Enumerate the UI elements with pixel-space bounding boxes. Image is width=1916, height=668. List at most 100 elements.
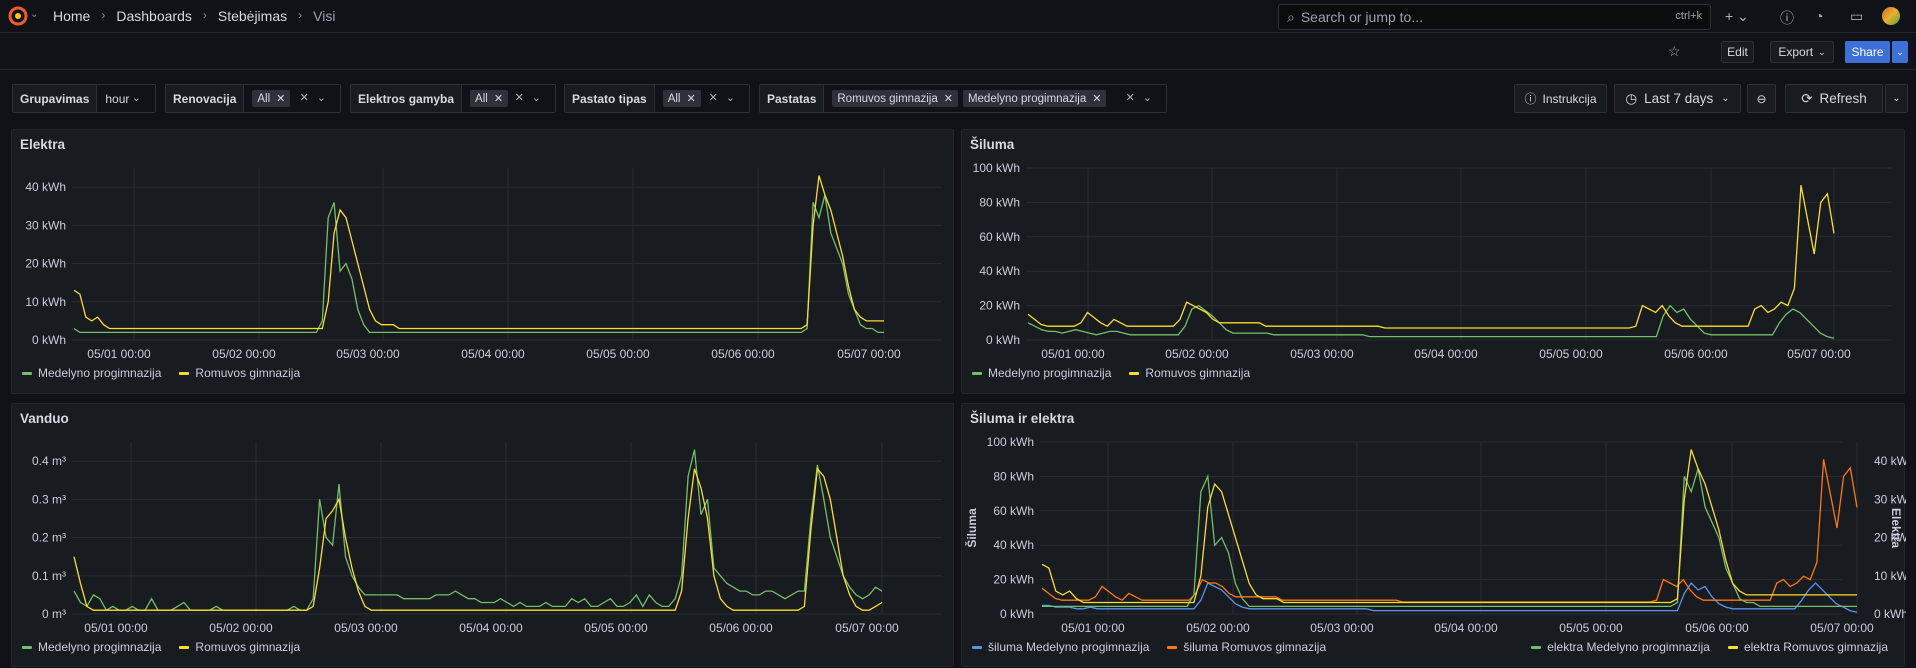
variable-label: Renovacija: [166, 85, 245, 112]
export-label: Export: [1778, 45, 1814, 59]
add-icon[interactable]: + ⌄: [1725, 8, 1749, 24]
legend-item[interactable]: Romuvos gimnazija: [179, 366, 300, 380]
variable-value[interactable]: Romuvos gimnazija ✕ Medelyno progimnazija…: [824, 85, 1166, 112]
close-icon[interactable]: ✕: [943, 93, 953, 105]
legend-item[interactable]: Romuvos gimnazija: [1129, 366, 1250, 380]
x-tick-label: 05/05 00:00: [1559, 621, 1623, 635]
rss-icon[interactable]: ◔: [1815, 8, 1824, 24]
legend-swatch: [179, 645, 190, 649]
variable-renovacija[interactable]: Renovacija All ✕ ✕⌄: [165, 84, 341, 113]
chevron-right-icon: ›: [101, 8, 106, 22]
x-tick-label: 05/06 00:00: [711, 347, 775, 361]
x-tick-label: 05/01 00:00: [1041, 347, 1105, 361]
time-range-picker[interactable]: ◷ Last 7 days ⌄: [1614, 84, 1741, 113]
x-tick-label: 05/03 00:00: [336, 347, 400, 361]
legend-item[interactable]: Medelyno progimnazija: [972, 366, 1111, 380]
star-icon[interactable]: ☆: [1668, 43, 1681, 59]
x-tick-label: 05/04 00:00: [1414, 347, 1478, 361]
variable-chip[interactable]: All ✕: [662, 90, 701, 107]
legend-item[interactable]: elektra Romuvos gimnazija: [1727, 640, 1888, 654]
clear-chevron-icon[interactable]: ✕⌄: [299, 92, 334, 104]
breadcrumb-home[interactable]: Home: [53, 8, 91, 24]
panel-title: Elektra: [20, 137, 66, 152]
variable-chip[interactable]: Romuvos gimnazija ✕: [832, 90, 958, 107]
close-icon[interactable]: ✕: [493, 93, 504, 105]
y-tick-label: 40 kWh: [993, 538, 1034, 552]
y-tick-label: 0 kWh: [32, 333, 66, 347]
series-line: [1041, 449, 1857, 604]
share-dropdown-icon[interactable]: ⌄: [1892, 41, 1908, 63]
legend-item[interactable]: šiluma Romuvos gimnazija: [1167, 640, 1326, 654]
legend-item[interactable]: elektra Medelyno progimnazija: [1531, 640, 1710, 654]
y-tick-label: 20 kWh: [993, 573, 1034, 587]
avatar[interactable]: [1882, 7, 1900, 25]
monitor-icon[interactable]: ▭: [1850, 8, 1864, 24]
x-tick-label: 05/02 00:00: [212, 347, 276, 361]
variable-value[interactable]: hour ⌄: [97, 85, 155, 112]
edit-button[interactable]: Edit: [1721, 41, 1754, 63]
y2-tick-label: 0 kWh: [1874, 607, 1906, 621]
variable-chip[interactable]: All ✕: [470, 90, 509, 107]
clear-chevron-icon[interactable]: ✕⌄: [514, 92, 549, 104]
close-icon[interactable]: ✕: [1092, 93, 1102, 105]
breadcrumb-folder[interactable]: Stebėjimas: [217, 8, 288, 24]
variable-pastatas[interactable]: Pastatas Romuvos gimnazija ✕ Medelyno pro…: [759, 84, 1167, 113]
export-button[interactable]: Export ⌄: [1770, 41, 1834, 63]
y-tick-label: 0 m³: [42, 607, 66, 621]
y-tick-label: 0.1 m³: [32, 569, 66, 583]
chevron-right-icon: ›: [298, 8, 303, 22]
chevron-down-icon[interactable]: ⌄: [30, 9, 39, 20]
dashboard-toolbar: ☆ Edit Export ⌄ Share ⌄: [0, 34, 1916, 70]
legend-item[interactable]: Medelyno progimnazija: [22, 640, 161, 654]
help-icon[interactable]: ⓘ: [1780, 10, 1794, 26]
variable-label: Grupavimas: [13, 85, 98, 112]
panel-title: Šiluma ir elektra: [970, 411, 1075, 426]
chart-legend: Medelyno progimnazija Romuvos gimnazija: [972, 366, 1250, 380]
refresh-button[interactable]: ⟳ Refresh: [1785, 84, 1883, 113]
search-input[interactable]: ⌕ Search or jump to... ctrl+k: [1278, 4, 1711, 30]
legend-swatch: [972, 371, 982, 375]
x-tick-label: 05/04 00:00: [459, 621, 523, 635]
refresh-label: Refresh: [1819, 91, 1867, 106]
variable-chip[interactable]: All ✕: [252, 90, 291, 107]
breadcrumb-dashboards[interactable]: Dashboards: [116, 8, 192, 24]
info-icon: ⓘ: [1524, 92, 1537, 106]
x-tick-label: 05/03 00:00: [334, 621, 398, 635]
refresh-interval-dropdown-icon[interactable]: ⌄: [1885, 84, 1908, 113]
variable-label: Pastato tipas: [565, 85, 655, 112]
legend-item[interactable]: Romuvos gimnazija: [179, 640, 300, 654]
series-line: [73, 449, 883, 612]
chart-legend: Medelyno progimnazija Romuvos gimnazija: [22, 366, 300, 380]
variable-chip[interactable]: Medelyno progimnazija ✕: [962, 90, 1107, 107]
grafana-logo-icon[interactable]: [7, 5, 29, 27]
zoom-out-button[interactable]: ⊖: [1747, 84, 1776, 113]
panel-siluma-ir-elektra: Šiluma ir elektra 0 kWh 20 kWh 40 kWh 60 kW…: [961, 403, 1906, 667]
legend-swatch: [1727, 645, 1738, 649]
variable-value[interactable]: All ✕ ✕⌄: [655, 85, 749, 112]
x-tick-label: 05/07 00:00: [835, 621, 899, 635]
clear-chevron-icon[interactable]: ✕⌄: [1125, 92, 1160, 104]
variable-grupavimas[interactable]: Grupavimas hour ⌄: [12, 84, 156, 113]
clear-chevron-icon[interactable]: ✕⌄: [708, 92, 743, 104]
legend-swatch: [1129, 371, 1140, 375]
close-icon[interactable]: ✕: [276, 93, 286, 105]
variable-pastato-tipas[interactable]: Pastato tipas All ✕ ✕⌄: [564, 84, 750, 113]
variable-value[interactable]: All ✕ ✕⌄: [244, 85, 340, 112]
series-line: [1027, 304, 1835, 339]
chart-elektra: 0 kWh 10 kWh 20 kWh 30 kWh 40 kWh 05/01 00:00…: [25, 168, 942, 361]
legend-item[interactable]: šiluma Medelyno progimnazija: [972, 640, 1149, 654]
instrukcija-button[interactable]: ⓘ Instrukcija: [1514, 84, 1607, 113]
chip-label: All: [257, 92, 271, 105]
close-icon[interactable]: ✕: [686, 93, 696, 105]
variable-elektros-gamyba[interactable]: Elektros gamyba All ✕ ✕⌄: [350, 84, 556, 113]
x-tick-label: 05/07 00:00: [1810, 621, 1874, 635]
search-icon: ⌕: [1287, 8, 1295, 25]
x-tick-label: 05/06 00:00: [1664, 347, 1728, 361]
chevron-down-icon: ⌄: [1721, 93, 1730, 104]
share-button[interactable]: Share: [1845, 41, 1890, 63]
series-line: [73, 194, 884, 334]
y2-tick-label: 20 kWh: [1874, 531, 1906, 545]
variable-value[interactable]: All ✕ ✕⌄: [462, 85, 555, 112]
legend-item[interactable]: Medelyno progimnazija: [22, 366, 161, 380]
series-line: [1027, 185, 1835, 329]
